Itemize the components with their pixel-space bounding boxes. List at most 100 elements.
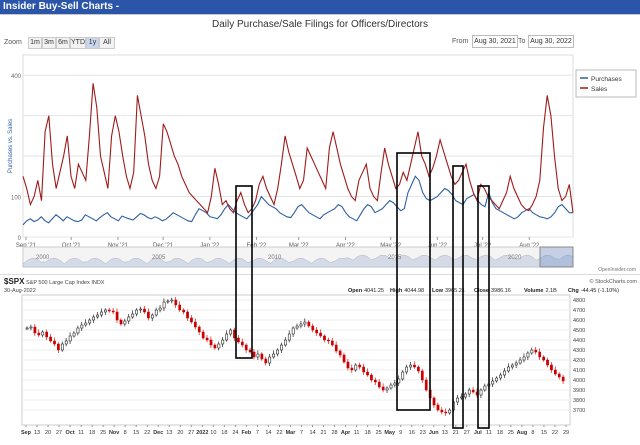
navigator-year-label: 2010 (268, 255, 282, 261)
x-tick-label: Sep '21 (16, 243, 37, 249)
candle-body (303, 321, 307, 325)
candle-body (467, 389, 471, 395)
spx-x-tick-label: 13 (166, 430, 172, 436)
spx-x-tick-label: 25 (376, 430, 382, 436)
zoom-button-all[interactable]: All (99, 37, 115, 49)
candle-body (499, 374, 502, 379)
spx-x-tick-label: 29 (563, 430, 569, 436)
spx-x-tick-label: 21 (453, 430, 459, 436)
candle-body (209, 339, 213, 346)
zoom-button-ytd[interactable]: YTD (70, 37, 86, 49)
candle-body (518, 359, 522, 364)
chart-title: Daily Purchase/Sale Filings for Officers… (212, 19, 428, 30)
spx-x-tick-label: Apr (341, 430, 351, 436)
ohlc-high: High 4044.98 (390, 288, 424, 294)
ohlc-open: Open 4041.25 (348, 288, 384, 294)
candle-body (280, 344, 283, 351)
candle-body (284, 339, 287, 346)
credit-openinsider: OpenInsider.com (598, 267, 636, 273)
ohlc-open-value: 4041.25 (364, 288, 384, 294)
spx-x-tick-label: 27 (188, 430, 194, 436)
candle-body (546, 359, 549, 366)
spx-x-tick-label: 20 (45, 430, 51, 436)
candle-body (41, 331, 45, 336)
x-tick-label: Feb '22 (247, 243, 267, 249)
candle-body (170, 299, 174, 302)
candle-body (111, 310, 115, 313)
candle-body (178, 304, 182, 311)
candle-body (186, 311, 189, 319)
spx-symbol: $SPX (4, 277, 25, 286)
insider-line-chart: Daily Purchase/Sale Filings for Officers… (8, 19, 637, 273)
candle-body (432, 397, 436, 406)
y-tick-label: 0 (18, 236, 22, 242)
candle-body (557, 373, 561, 378)
candle-body (495, 377, 499, 382)
candle-body (147, 311, 150, 319)
candle-body (510, 364, 514, 368)
spx-x-tick-label: 8 (531, 430, 534, 436)
candle-body (307, 321, 311, 327)
spx-x-tick-label: Mar (286, 430, 297, 436)
candle-body (88, 319, 92, 324)
y-axis-label: Purchases vs. Sales (8, 119, 14, 173)
spx-x-tick-label: 27 (464, 430, 470, 436)
candle-body (115, 311, 119, 321)
spx-name: S&P 500 Large Cap Index INDX (26, 280, 105, 286)
series-line-sales (22, 83, 574, 214)
candle-body (53, 340, 56, 345)
spx-x-tick-label: May (384, 430, 396, 436)
candle-body (448, 409, 452, 414)
candle-body (385, 387, 389, 391)
candle-body (143, 308, 146, 313)
x-tick-label: Dec '21 (153, 243, 174, 249)
zoom-button-1m[interactable]: 1m (28, 37, 42, 49)
zoom-button-3m[interactable]: 3m (42, 37, 56, 49)
candle-body (389, 384, 393, 389)
spx-x-tick-label: 11 (78, 430, 84, 436)
x-tick-label: Aug '22 (519, 243, 540, 249)
candle-body (526, 352, 530, 358)
candle-body (201, 331, 205, 339)
candle-body (354, 364, 358, 371)
spx-x-tick-label: 22 (276, 430, 282, 436)
from-label: From (452, 38, 469, 45)
candle-body (420, 370, 424, 381)
candle-body (264, 358, 268, 364)
ohlc-close-label: Close (474, 288, 489, 294)
ohlc-high-label: High (390, 288, 403, 294)
zoom-label: Zoom (4, 39, 22, 46)
candle-body (158, 307, 162, 311)
zoom-button-6m[interactable]: 6m (56, 37, 70, 49)
candle-body (377, 381, 381, 388)
spx-x-tick-label: Jul (474, 430, 482, 436)
spx-x-tick-label: 18 (497, 430, 503, 436)
x-tick-label: Oct '21 (62, 243, 81, 249)
spx-x-tick-label: 8 (124, 430, 127, 436)
candle-body (268, 356, 272, 364)
candle-body (123, 320, 127, 325)
candle-body (150, 314, 154, 319)
from-date-input[interactable]: Aug 30, 2021 (472, 35, 518, 48)
candle-body (197, 326, 201, 333)
candle-body (464, 393, 467, 398)
to-date-input[interactable]: Aug 30, 2022 (528, 35, 574, 48)
candle-body (393, 382, 397, 386)
spx-x-tick-label: 27 (56, 430, 62, 436)
candle-body (100, 311, 103, 316)
spx-y-tick-label: 3800 (573, 398, 585, 404)
candle-body (522, 356, 526, 361)
candle-body (182, 309, 185, 313)
candle-body (205, 337, 209, 341)
spx-x-tick-label: 18 (365, 430, 371, 436)
candle-body (330, 340, 334, 346)
candle-body (72, 332, 76, 337)
candle-body (409, 364, 412, 368)
candle-body (342, 354, 346, 363)
candle-body (174, 299, 178, 306)
spx-x-tick-label: 24 (232, 430, 238, 436)
zoom-button-1y[interactable]: 1y (86, 37, 99, 49)
spx-x-tick-label: 9 (399, 430, 402, 436)
spx-x-tick-label: 23 (420, 430, 426, 436)
candle-body (460, 396, 463, 399)
